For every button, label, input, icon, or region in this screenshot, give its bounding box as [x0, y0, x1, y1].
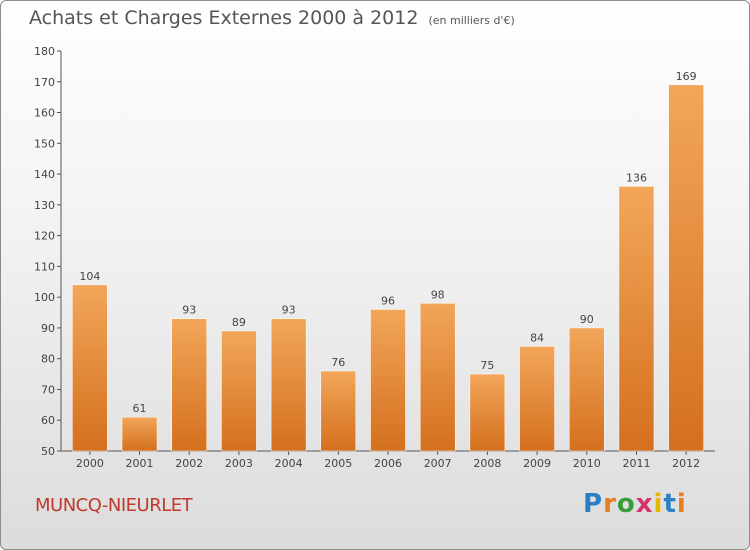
bar-2008: [469, 373, 506, 452]
bar-2009: [519, 346, 555, 452]
brand-letter: i: [676, 489, 687, 519]
data-label-2012: 169: [676, 70, 697, 83]
bar-2001: [121, 416, 158, 452]
bar-2011: [618, 186, 655, 452]
data-label-2008: 75: [480, 359, 494, 372]
chart-title: Achats et Charges Externes 2000 à 2012: [29, 7, 419, 29]
x-tick-label-2002: 2002: [175, 457, 203, 470]
x-tick-label-2003: 2003: [225, 457, 253, 470]
y-tick-label: 60: [41, 414, 55, 427]
bar-2012: [668, 84, 704, 452]
y-tick-label: 180: [34, 45, 55, 58]
data-label-2004: 93: [282, 304, 296, 317]
y-tick-label: 170: [34, 76, 55, 89]
brand-letter: x: [635, 489, 654, 519]
bar-2004: [270, 318, 307, 452]
bar-2005: [320, 370, 357, 452]
chart-unit-label: (en milliers d'€): [428, 14, 515, 27]
data-label-2005: 76: [331, 356, 345, 369]
x-tick-label-2007: 2007: [424, 457, 452, 470]
brand-letter: t: [663, 489, 677, 519]
x-tick-label-2005: 2005: [324, 457, 352, 470]
bar-2002: [171, 318, 207, 452]
data-label-2006: 96: [381, 294, 395, 307]
x-tick-label-2001: 2001: [126, 457, 154, 470]
x-tick-label-2006: 2006: [374, 457, 402, 470]
y-tick-label: 130: [34, 199, 55, 212]
y-tick-label: 100: [34, 291, 55, 304]
bar-2007: [419, 303, 456, 452]
x-tick-label-2009: 2009: [523, 457, 551, 470]
data-labels: 104 61 93 89 93 76 96 98 75 84 90 136 169: [79, 70, 696, 415]
x-tick-label-2012: 2012: [672, 457, 700, 470]
y-tick-label: 140: [34, 168, 55, 181]
x-tick-label-2010: 2010: [573, 457, 601, 470]
y-tick-label: 50: [41, 445, 55, 458]
data-label-2000: 104: [79, 270, 100, 283]
data-label-2001: 61: [133, 402, 147, 415]
y-tick-label: 160: [34, 107, 55, 120]
brand-logo: Proxiti: [583, 489, 687, 519]
axes: 50 60 70 80 90 100 110 120 130 140 150 160 170 180 200…: [34, 45, 715, 470]
data-label-2009: 84: [530, 331, 544, 344]
chart-title-block: Achats et Charges Externes 2000 à 2012 (…: [29, 7, 515, 29]
brand-letter: P: [583, 489, 604, 519]
bar-2003: [221, 330, 257, 452]
y-tick-label: 90: [41, 322, 55, 335]
y-tick-label: 110: [34, 260, 55, 273]
place-name: MUNCQ-NIEURLET: [35, 495, 193, 516]
bar-2006: [370, 309, 406, 452]
y-tick-label: 120: [34, 230, 55, 243]
data-label-2007: 98: [431, 288, 445, 301]
y-tick-label: 70: [41, 383, 55, 396]
bar-2000: [72, 284, 108, 452]
brand-letter: i: [653, 489, 664, 519]
bar-2010: [569, 327, 605, 452]
brand-letter: o: [616, 489, 636, 519]
data-label-2002: 93: [182, 304, 196, 317]
data-label-2010: 90: [580, 313, 594, 326]
y-tick-label: 150: [34, 137, 55, 150]
x-tick-label-2008: 2008: [473, 457, 501, 470]
x-tick-label-2011: 2011: [622, 457, 650, 470]
brand-letter: r: [603, 489, 617, 519]
x-tick-label-2000: 2000: [76, 457, 104, 470]
data-label-2003: 89: [232, 316, 246, 329]
data-label-2011: 136: [626, 171, 647, 184]
bars: [72, 84, 704, 452]
y-tick-label: 80: [41, 353, 55, 366]
x-tick-label-2004: 2004: [275, 457, 303, 470]
